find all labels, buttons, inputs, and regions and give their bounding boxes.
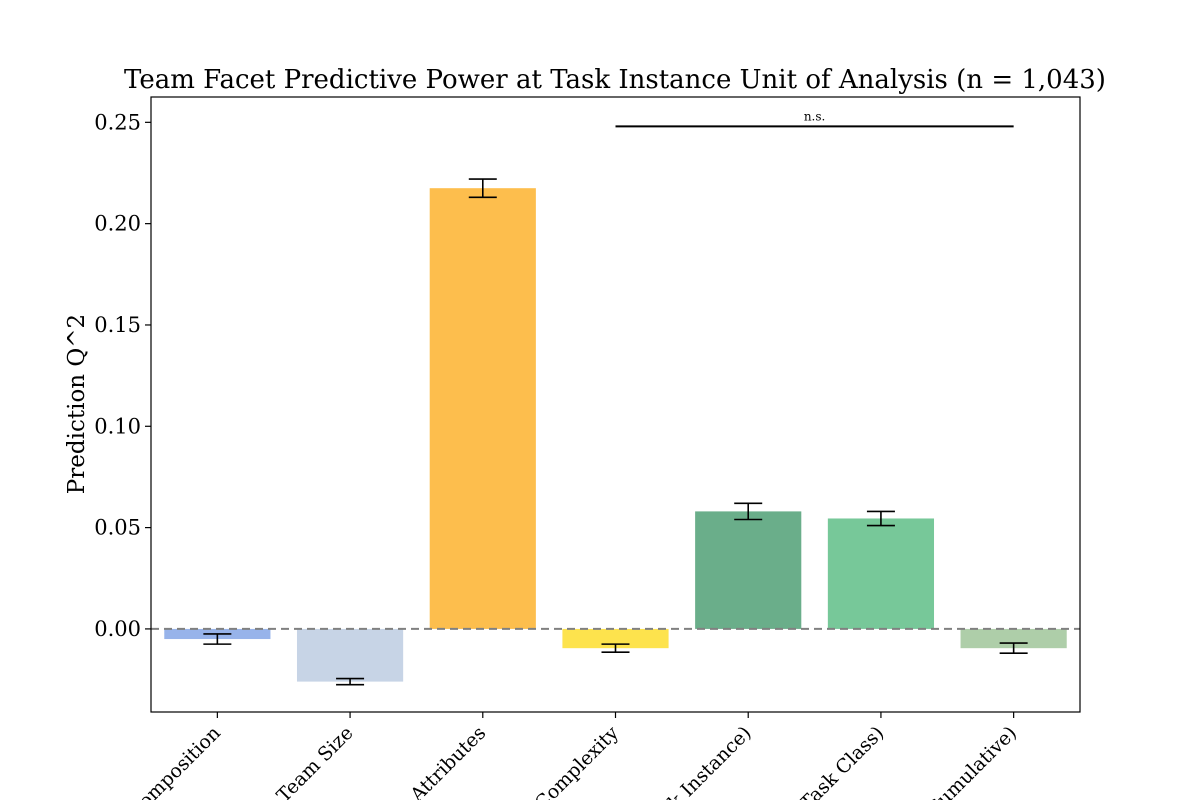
bar-2 [296, 628, 404, 682]
x-tick-label-2: Team Size [273, 722, 358, 800]
y-tick-label-2: 0.05 [94, 516, 141, 540]
x-tick-label-4: Complexity [531, 722, 624, 800]
plot-area: 0.00 0.05 0.10 0.15 0.20 0.25 Composition Team … [94, 96, 1081, 800]
y-tick-label-1: 0.00 [94, 617, 141, 641]
significance-label-1: n.s. [804, 109, 826, 123]
y-tick-label-6: 0.25 [94, 110, 141, 134]
bar-3 [429, 188, 536, 629]
bar-5 [695, 511, 802, 629]
x-tick-label-5: k Instance) [664, 722, 756, 800]
x-tick-label-1: Composition [124, 722, 225, 800]
bar-7 [960, 628, 1067, 649]
y-tick-label-3: 0.10 [94, 414, 141, 438]
y-tick-label-5: 0.20 [94, 212, 141, 236]
y-axis-label: Prediction Q^2 [64, 314, 90, 494]
x-tick-label-7: Cumulative) [923, 722, 1022, 800]
y-tick-label-4: 0.15 [94, 313, 141, 337]
x-tick-label-6: Task Class) [796, 722, 888, 800]
plot-frame [150, 96, 1081, 713]
bar-6 [827, 518, 935, 629]
bar-4 [562, 628, 669, 649]
x-tick-label-3: k Attributes [394, 722, 490, 800]
chart-title: Team Facet Predictive Power at Task Inst… [124, 65, 1106, 95]
